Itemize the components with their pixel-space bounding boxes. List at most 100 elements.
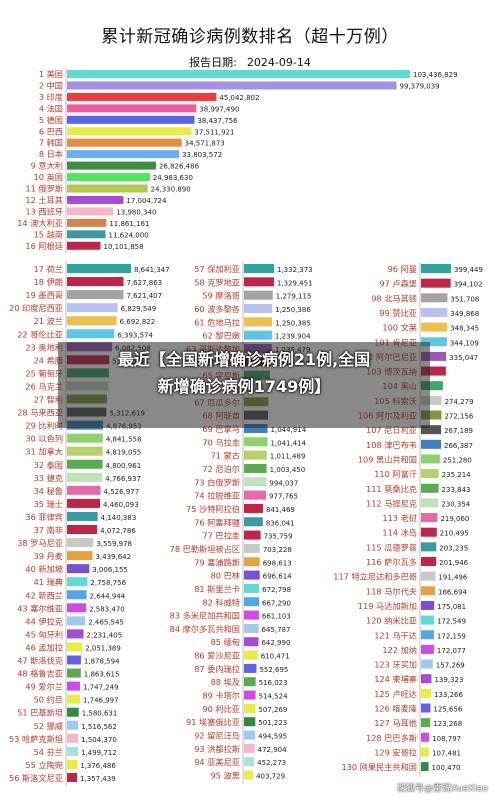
- value-label: 4,800,961: [106, 462, 142, 470]
- news-overlay-text[interactable]: 最近【全国新增确诊病例21例,全国 新增确诊病例1749例】: [58, 346, 430, 400]
- category-label: 32 泰国: [34, 460, 63, 470]
- bar: [67, 173, 150, 182]
- category-label: 82 科威特: [202, 597, 240, 607]
- chart-panel-1: 1 美国 103,436,829 2 中国 99,379,039 3 印度 45,042,…: [17, 68, 458, 254]
- bar: [67, 577, 88, 587]
- chart-panel-4: 96 阿曼 399,449 97 卢森堡 394,102 98 北马其顿 351,708 9…: [333, 262, 483, 777]
- category-label: 118 马尔代夫: [366, 586, 417, 596]
- bar: [421, 381, 443, 391]
- bar: [244, 637, 259, 647]
- news-overlay[interactable]: [58, 342, 430, 428]
- bar: [244, 557, 260, 567]
- value-label: 1,250,386: [275, 306, 311, 314]
- bar: [244, 543, 260, 553]
- bar: [67, 150, 180, 159]
- category-label: 24 希腊: [34, 355, 63, 365]
- bar: [244, 743, 255, 753]
- category-label: 28 马来西亚: [17, 408, 63, 418]
- bar: [67, 81, 397, 90]
- bar: [67, 290, 124, 300]
- category-label: 53 哈萨克斯坦: [9, 734, 63, 744]
- category-label: 44 伊拉克: [25, 616, 63, 626]
- value-label: 351,708: [450, 295, 479, 303]
- bar: [67, 230, 106, 239]
- value-label: 1,747,249: [83, 684, 119, 692]
- bar: [244, 610, 259, 620]
- category-label: 11 俄罗斯: [25, 184, 63, 194]
- category-label: 4 法国: [39, 103, 63, 113]
- bar: [421, 439, 442, 449]
- value-label: 2,758,756: [90, 579, 126, 587]
- category-label: 29 比利时: [25, 421, 63, 431]
- category-label: 61 危地马拉: [194, 317, 240, 327]
- category-label: 34 秘鲁: [34, 486, 63, 496]
- news-line-1: 最近【全国新增确诊病例21例,全国: [117, 350, 371, 369]
- bar: [244, 570, 260, 580]
- category-label: 119 马达加斯加: [358, 601, 417, 611]
- category-label: 72 尼泊尔: [202, 464, 240, 474]
- bar: [421, 527, 437, 537]
- value-label: 516,023: [259, 679, 288, 687]
- category-label: 77 巴拉圭: [202, 531, 240, 541]
- category-label: 59 摩洛哥: [202, 291, 240, 301]
- value-label: 1,863,615: [84, 671, 120, 679]
- bar: [67, 161, 156, 170]
- bar: [421, 293, 448, 303]
- value-label: 266,387: [444, 442, 473, 450]
- value-label: 33,803,572: [182, 151, 222, 159]
- value-label: 698,613: [263, 559, 292, 567]
- category-label: 79 塞浦路斯: [194, 557, 240, 567]
- report-date-label: 报告日期:: [189, 56, 237, 69]
- value-label: 191,496: [438, 574, 467, 582]
- bar: [421, 454, 440, 464]
- category-label: 7 韩国: [39, 138, 63, 148]
- category-label: 90 利比亚: [202, 704, 240, 714]
- category-label: 21 波兰: [34, 316, 63, 326]
- category-label: 41 瑞典: [34, 577, 63, 587]
- bar: [244, 690, 256, 700]
- bar: [67, 655, 81, 665]
- value-label: 235,214: [442, 471, 471, 479]
- category-label: 112 马提尼克: [366, 498, 417, 508]
- value-label: 841,469: [266, 506, 295, 514]
- category-label: 126 喀麦隆: [374, 704, 417, 714]
- report-date: 报告日期: 2024-09-14: [0, 54, 500, 70]
- bar: [421, 615, 434, 625]
- value-label: 2,231,405: [87, 631, 123, 639]
- bar: [421, 395, 442, 405]
- value-label: 6,692,822: [120, 318, 156, 326]
- category-label: 50 约旦: [34, 695, 63, 705]
- bar: [67, 303, 118, 313]
- value-label: 472,904: [258, 746, 287, 754]
- bar: [244, 597, 260, 607]
- bar: [67, 184, 148, 193]
- value-label: 172,549: [437, 618, 466, 626]
- category-label: 38 罗马尼亚: [17, 538, 63, 548]
- category-label: 97 卢森堡: [379, 279, 417, 289]
- bar: [421, 337, 447, 347]
- bar: [421, 732, 430, 742]
- category-label: 45 匈牙利: [25, 629, 63, 639]
- value-label: 667,290: [262, 599, 291, 607]
- bar: [244, 290, 273, 300]
- bar: [67, 759, 78, 769]
- value-label: 219,060: [440, 515, 469, 523]
- category-label: 35 瑞士: [34, 499, 63, 509]
- value-label: 1,239,904: [275, 333, 311, 341]
- value-label: 4,819,055: [106, 449, 142, 457]
- category-label: 19 墨西哥: [25, 290, 63, 300]
- category-label: 121 乌干达: [374, 630, 417, 640]
- bar: [67, 590, 87, 600]
- category-label: 9 意大利: [31, 161, 63, 171]
- value-label: 24,330,890: [151, 186, 191, 194]
- bar: [244, 650, 258, 660]
- category-label: 39 丹麦: [34, 551, 63, 561]
- value-label: 201,946: [439, 559, 468, 567]
- value-label: 4,526,977: [104, 488, 140, 496]
- category-label: 25 葡萄牙: [25, 368, 63, 378]
- bar: [67, 498, 101, 508]
- value-label: 203,235: [439, 544, 468, 552]
- category-label: 99 赞比亚: [379, 308, 417, 318]
- category-label: 3 印度: [39, 92, 63, 102]
- value-label: 230,354: [441, 500, 470, 508]
